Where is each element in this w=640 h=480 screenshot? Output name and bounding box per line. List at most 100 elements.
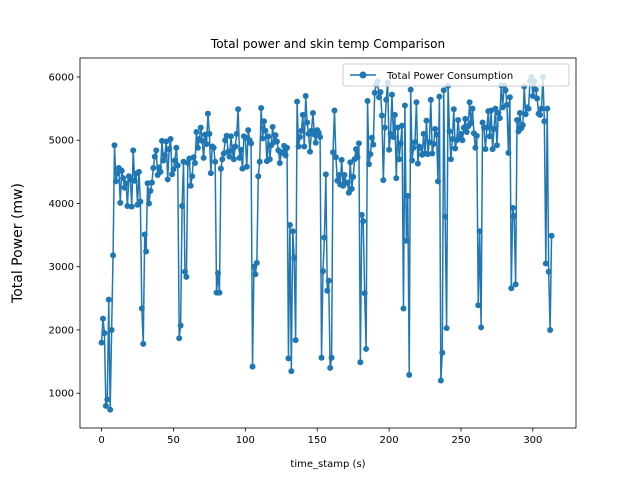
data-point [157,168,164,175]
data-point [304,119,311,126]
data-point [210,144,217,151]
data-point [233,130,240,137]
data-point [207,170,214,177]
data-point [248,140,255,147]
data-point [292,337,299,344]
data-point [273,138,280,145]
data-point [519,122,526,129]
data-point [462,115,469,122]
data-point [466,99,473,106]
y-tick-label: 3000 [49,262,74,273]
data-point [321,234,328,241]
data-point [291,254,298,261]
data-point [242,134,249,141]
data-point [301,143,308,150]
data-point [376,94,383,101]
data-point [322,171,329,178]
data-point [452,145,459,152]
data-point [511,213,518,220]
data-point [409,157,416,164]
data-point [319,268,326,275]
x-tick-label: 150 [308,435,327,446]
data-point [265,133,272,140]
data-point [138,305,145,312]
data-point [446,128,453,135]
data-point [547,326,554,333]
data-point [512,281,519,288]
data-point [542,260,549,267]
data-point [489,146,496,153]
data-point [472,144,479,151]
data-point [360,218,367,225]
data-point [143,248,150,255]
data-point [252,271,259,278]
data-point [98,339,105,346]
data-point [406,371,413,378]
data-point [459,137,466,144]
data-point [327,364,334,371]
data-point [492,105,499,112]
data-point [436,93,443,100]
data-point [190,154,197,161]
data-point [194,144,201,151]
y-tick-label: 2000 [49,325,74,336]
data-point [298,127,305,134]
series-layer [98,73,555,413]
data-point [235,106,242,113]
data-point [189,173,196,180]
data-point [229,147,236,154]
data-point [410,144,417,151]
data-point [400,305,407,312]
data-point [429,150,436,157]
data-point [183,273,190,280]
data-point [206,130,213,137]
data-point [130,147,137,154]
data-point [147,187,154,194]
data-point [545,268,552,275]
data-point [338,156,345,163]
data-point [232,143,239,150]
data-point [258,104,265,111]
data-point [505,149,512,156]
data-point [483,124,490,131]
x-tick-label: 100 [236,435,255,446]
data-point [390,134,397,141]
data-point [482,146,489,153]
data-point [312,139,319,146]
data-point [493,142,500,149]
plot-frame [79,57,577,429]
data-point [317,134,324,141]
data-point [179,203,186,209]
data-point [238,146,245,153]
data-point [167,135,174,142]
data-point [197,124,204,131]
data-point [516,110,523,117]
data-point [294,98,301,105]
data-point [166,146,173,153]
data-point [120,175,127,182]
data-point [150,165,157,172]
data-point [427,96,434,103]
data-point [363,345,370,352]
data-point [371,89,378,96]
data-point [378,112,385,119]
data-point [108,326,115,333]
data-point [216,289,223,296]
data-point [276,159,283,166]
data-point [328,354,335,361]
data-point [181,268,188,275]
plot-background [80,58,576,428]
data-point [423,117,430,124]
data-point [361,290,368,297]
data-point [414,160,421,167]
data-point [176,335,183,342]
data-point [468,120,475,127]
data-point [525,105,532,112]
data-point [187,182,194,189]
data-point [357,359,364,366]
data-point [509,204,516,211]
data-point [413,99,420,106]
data-point [112,178,119,185]
y-tick-label: 4000 [49,199,74,210]
y-axis: 1000 2000 3000 4000 5000 6000 [49,72,80,400]
